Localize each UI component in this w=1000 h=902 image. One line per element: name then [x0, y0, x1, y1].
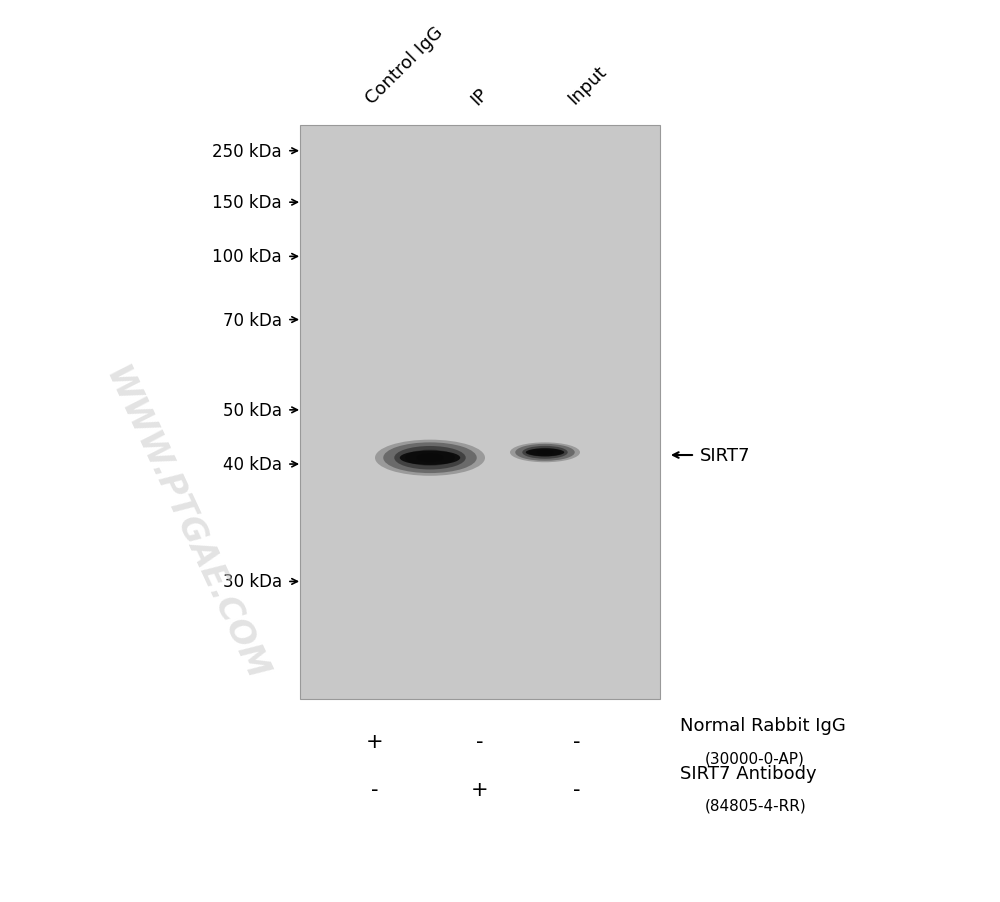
- Text: -: -: [573, 732, 581, 751]
- Text: -: -: [476, 732, 484, 751]
- Text: 50 kDa: 50 kDa: [223, 401, 282, 419]
- Text: 30 kDa: 30 kDa: [223, 573, 282, 591]
- Text: +: +: [366, 732, 384, 751]
- Ellipse shape: [515, 445, 575, 461]
- Ellipse shape: [510, 443, 580, 463]
- Text: IP: IP: [467, 84, 491, 108]
- Text: 100 kDa: 100 kDa: [212, 248, 282, 266]
- Text: Control IgG: Control IgG: [362, 24, 447, 108]
- Text: SIRT7: SIRT7: [700, 446, 750, 465]
- Text: 70 kDa: 70 kDa: [223, 311, 282, 329]
- Text: -: -: [371, 779, 379, 799]
- Ellipse shape: [375, 440, 485, 476]
- Ellipse shape: [383, 443, 477, 474]
- Bar: [300, 126, 660, 699]
- Text: 150 kDa: 150 kDa: [212, 194, 282, 212]
- Ellipse shape: [416, 454, 444, 463]
- Text: +: +: [471, 779, 489, 799]
- Text: WWW.PTGAE.COM: WWW.PTGAE.COM: [98, 361, 272, 686]
- Ellipse shape: [394, 446, 466, 470]
- Ellipse shape: [522, 446, 568, 459]
- Text: SIRT7 Antibody: SIRT7 Antibody: [680, 764, 817, 782]
- Ellipse shape: [405, 450, 455, 466]
- Text: 250 kDa: 250 kDa: [212, 143, 282, 161]
- Ellipse shape: [529, 448, 561, 457]
- Ellipse shape: [526, 449, 564, 456]
- Text: 40 kDa: 40 kDa: [223, 456, 282, 474]
- Ellipse shape: [536, 450, 554, 456]
- Text: Normal Rabbit IgG: Normal Rabbit IgG: [680, 716, 846, 734]
- Text: Input: Input: [564, 62, 610, 108]
- Text: (84805-4-RR): (84805-4-RR): [705, 798, 807, 813]
- Ellipse shape: [400, 451, 460, 465]
- Text: (30000-0-AP): (30000-0-AP): [705, 750, 805, 765]
- Text: -: -: [573, 779, 581, 799]
